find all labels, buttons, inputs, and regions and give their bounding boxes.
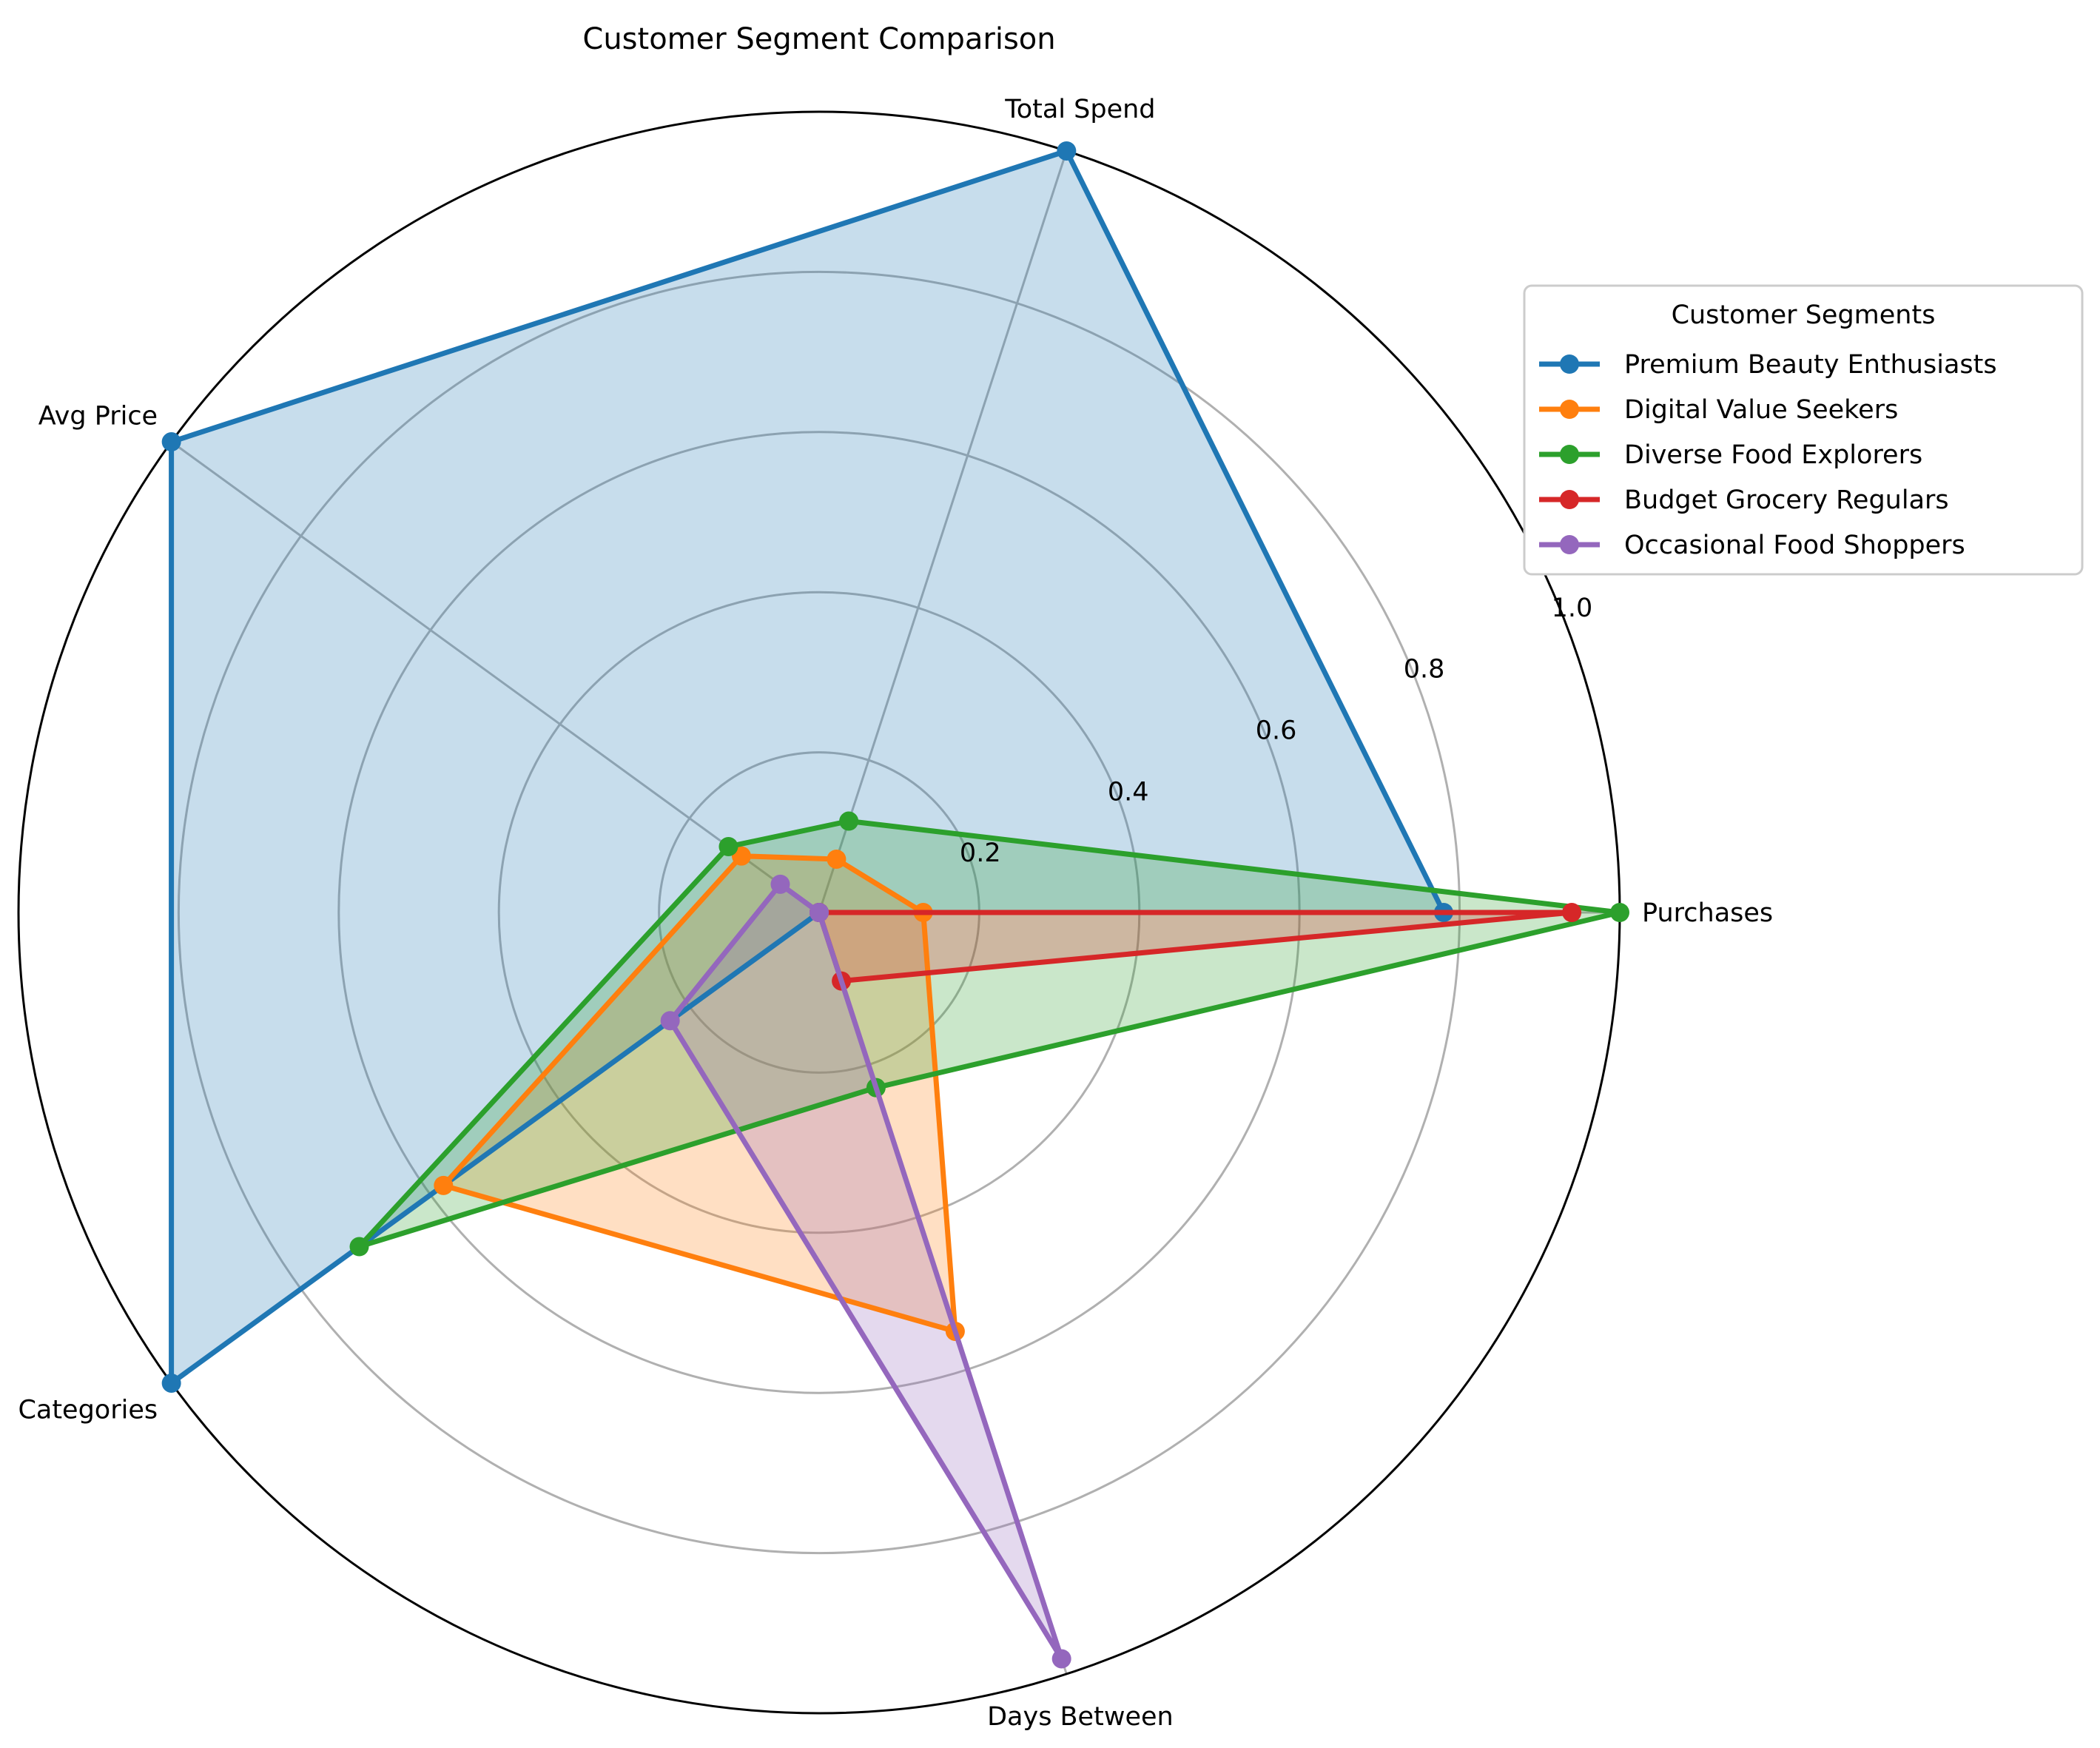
legend-items: Premium Beauty Enthusiasts Digital Value …	[1539, 350, 1997, 560]
legend-marker-digital-value-seekers	[1560, 400, 1579, 419]
legend-marker-premium-beauty-enthusiasts	[1560, 354, 1579, 374]
spoke-total-spend	[818, 150, 1068, 913]
legend-item-premium-beauty-enthusiasts: Premium Beauty Enthusiasts	[1539, 350, 1997, 380]
legend-marker-budget-grocery-regulars	[1560, 490, 1579, 509]
axis-label-avg-price: Avg Price	[38, 402, 158, 431]
radial-tick-label-0-8: 0.8	[1404, 655, 1445, 685]
data-point-premium-beauty-enthusiasts-categories	[161, 1373, 181, 1393]
series-area-digital-value-seekers	[443, 855, 955, 1331]
radial-tick-label-1-0: 1.0	[1552, 594, 1593, 623]
data-point-digital-value-seekers-categories	[434, 1175, 454, 1195]
data-point-diverse-food-explorers-avg-price	[718, 836, 738, 856]
axis-label-days-between: Days Between	[987, 1702, 1174, 1732]
data-point-occasional-food-shoppers-categories	[660, 1011, 680, 1031]
axis-label-total-spend: Total Spend	[1004, 95, 1155, 124]
series-line-diverse-food-explorers	[357, 818, 1623, 1249]
legend-label-diverse-food-explorers: Diverse Food Explorers	[1624, 440, 1922, 470]
series-area-premium-beauty-enthusiasts	[171, 151, 1444, 1383]
legend: Customer Segments Premium Beauty Enthusi…	[1523, 284, 2084, 576]
data-point-premium-beauty-enthusiasts-total-spend	[1057, 141, 1077, 161]
legend-item-digital-value-seekers: Digital Value Seekers	[1539, 395, 1898, 425]
legend-marker-occasional-food-shoppers	[1560, 535, 1579, 554]
axis-label-purchases: Purchases	[1642, 898, 1773, 928]
data-point-digital-value-seekers-total-spend	[827, 849, 847, 869]
series-line-digital-value-seekers	[440, 853, 958, 1334]
data-point-occasional-food-shoppers-total-spend	[810, 903, 829, 922]
legend-marker-diverse-food-explorers	[1560, 445, 1579, 464]
legend-label-occasional-food-shoppers: Occasional Food Shoppers	[1624, 531, 1965, 560]
data-point-budget-grocery-regulars-purchases	[1562, 903, 1582, 922]
data-point-occasional-food-shoppers-days-between	[1051, 1649, 1071, 1669]
data-point-diverse-food-explorers-categories	[349, 1237, 369, 1257]
legend-item-budget-grocery-regulars: Budget Grocery Regulars	[1539, 485, 1949, 515]
series-area-occasional-food-shoppers	[670, 884, 1062, 1659]
legend-item-occasional-food-shoppers: Occasional Food Shoppers	[1539, 531, 1965, 560]
label-layer: Purchases Total Spend Avg Price Categories D…	[18, 95, 1773, 1732]
axis-label-categories: Categories	[18, 1395, 158, 1425]
data-point-premium-beauty-enthusiasts-avg-price	[161, 432, 181, 452]
chart-title: Customer Segment Comparison	[582, 22, 1055, 56]
radial-tick-label-0-2: 0.2	[960, 838, 1001, 868]
radial-tick-label-0-6: 0.6	[1256, 716, 1297, 746]
data-point-diverse-food-explorers-total-spend	[839, 811, 859, 831]
series-layer	[161, 141, 1629, 1669]
legend-item-diverse-food-explorers: Diverse Food Explorers	[1539, 440, 1922, 470]
legend-title: Customer Segments	[1672, 300, 1936, 330]
radial-tick-label-0-4: 0.4	[1108, 777, 1149, 807]
legend-label-premium-beauty-enthusiasts: Premium Beauty Enthusiasts	[1624, 350, 1997, 380]
legend-label-digital-value-seekers: Digital Value Seekers	[1624, 395, 1898, 425]
spoke-avg-price	[170, 440, 820, 914]
legend-label-budget-grocery-regulars: Budget Grocery Regulars	[1624, 485, 1949, 515]
data-point-diverse-food-explorers-purchases	[1610, 903, 1629, 922]
data-point-occasional-food-shoppers-avg-price	[770, 874, 790, 894]
legend-frame	[1523, 284, 2084, 576]
